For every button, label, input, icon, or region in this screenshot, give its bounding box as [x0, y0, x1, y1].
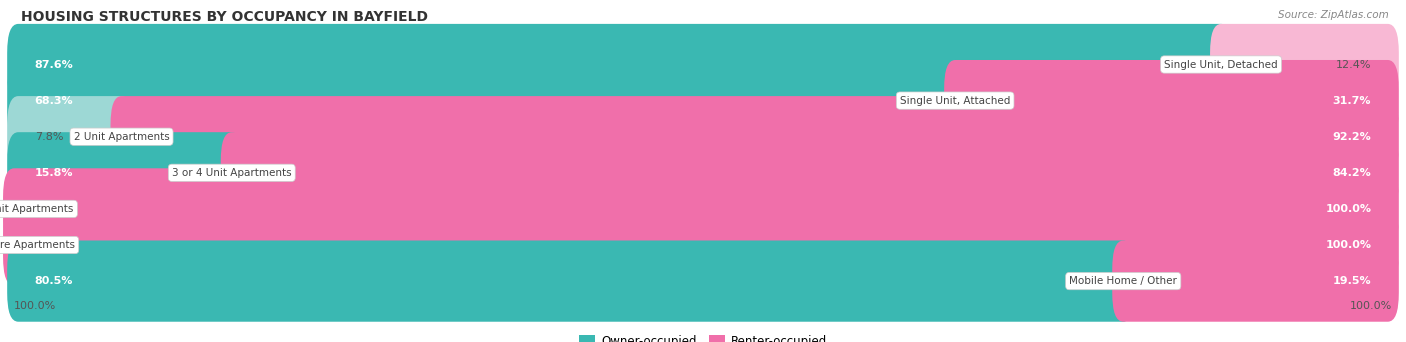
- Text: Source: ZipAtlas.com: Source: ZipAtlas.com: [1278, 10, 1389, 20]
- FancyBboxPatch shape: [14, 47, 1392, 82]
- Text: Mobile Home / Other: Mobile Home / Other: [1070, 276, 1177, 286]
- FancyBboxPatch shape: [1211, 24, 1399, 105]
- Text: 100.0%: 100.0%: [1326, 240, 1371, 250]
- Text: Single Unit, Detached: Single Unit, Detached: [1164, 60, 1278, 69]
- Text: 80.5%: 80.5%: [35, 276, 73, 286]
- FancyBboxPatch shape: [111, 96, 1399, 177]
- FancyBboxPatch shape: [7, 60, 966, 141]
- Text: 100.0%: 100.0%: [1326, 204, 1371, 214]
- Text: 100.0%: 100.0%: [14, 301, 56, 311]
- FancyBboxPatch shape: [7, 240, 1135, 322]
- FancyBboxPatch shape: [7, 24, 1232, 105]
- Text: 84.2%: 84.2%: [1333, 168, 1371, 178]
- Text: 7.8%: 7.8%: [35, 132, 63, 142]
- Text: 68.3%: 68.3%: [35, 96, 73, 106]
- FancyBboxPatch shape: [7, 132, 243, 213]
- Text: 87.6%: 87.6%: [35, 60, 73, 69]
- Text: 15.8%: 15.8%: [35, 168, 73, 178]
- FancyBboxPatch shape: [1112, 240, 1399, 322]
- Text: 3 or 4 Unit Apartments: 3 or 4 Unit Apartments: [172, 168, 291, 178]
- Text: 5 to 9 Unit Apartments: 5 to 9 Unit Apartments: [0, 204, 73, 214]
- FancyBboxPatch shape: [7, 96, 132, 177]
- FancyBboxPatch shape: [14, 155, 1392, 191]
- Text: Single Unit, Attached: Single Unit, Attached: [900, 96, 1011, 106]
- FancyBboxPatch shape: [14, 191, 1392, 227]
- FancyBboxPatch shape: [14, 227, 1392, 263]
- Text: 19.5%: 19.5%: [1333, 276, 1371, 286]
- FancyBboxPatch shape: [14, 119, 1392, 155]
- Text: 92.2%: 92.2%: [1333, 132, 1371, 142]
- Text: 12.4%: 12.4%: [1336, 60, 1371, 69]
- FancyBboxPatch shape: [3, 205, 1399, 286]
- FancyBboxPatch shape: [945, 60, 1399, 141]
- Text: 100.0%: 100.0%: [1350, 301, 1392, 311]
- FancyBboxPatch shape: [14, 83, 1392, 118]
- Text: 2 Unit Apartments: 2 Unit Apartments: [73, 132, 169, 142]
- Legend: Owner-occupied, Renter-occupied: Owner-occupied, Renter-occupied: [574, 330, 832, 342]
- FancyBboxPatch shape: [14, 263, 1392, 299]
- Text: HOUSING STRUCTURES BY OCCUPANCY IN BAYFIELD: HOUSING STRUCTURES BY OCCUPANCY IN BAYFI…: [21, 10, 427, 24]
- Text: 10 or more Apartments: 10 or more Apartments: [0, 240, 75, 250]
- FancyBboxPatch shape: [3, 168, 1399, 250]
- FancyBboxPatch shape: [221, 132, 1399, 213]
- Text: 31.7%: 31.7%: [1333, 96, 1371, 106]
